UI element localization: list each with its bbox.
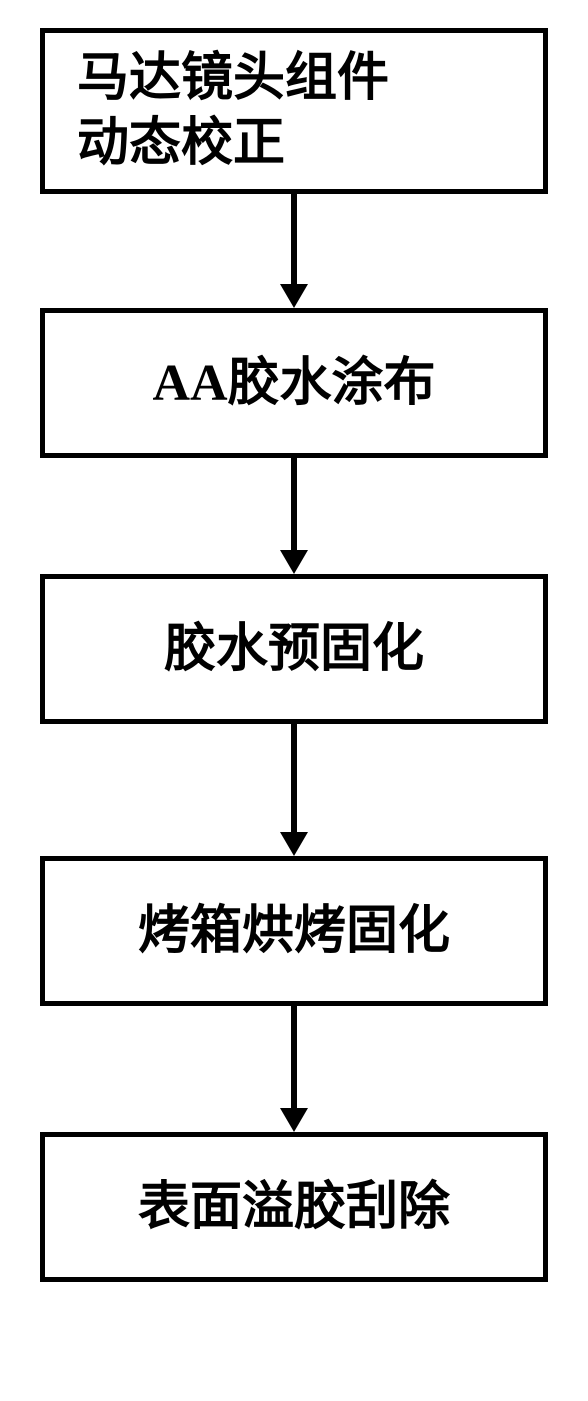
flow-node-glue-precure: 胶水预固化 [40,574,548,724]
flow-node-text: AA胶水涂布 [152,351,435,416]
flow-arrow-2-head [280,550,308,574]
flow-node-motor-lens-calibration: 马达镜头组件 动态校正 [40,28,548,194]
flow-arrow-4-shaft [291,1006,297,1110]
flow-node-surface-glue-scrape: 表面溢胶刮除 [40,1132,548,1282]
flowchart-canvas: 马达镜头组件 动态校正 AA胶水涂布 胶水预固化 烤箱烘烤固化 表面溢胶刮除 [0,0,588,1401]
flow-node-oven-bake-cure: 烤箱烘烤固化 [40,856,548,1006]
flow-node-text: 表面溢胶刮除 [138,1175,450,1240]
flow-arrow-2-shaft [291,458,297,552]
flow-arrow-4-head [280,1108,308,1132]
flow-node-aa-glue-coating: AA胶水涂布 [40,308,548,458]
flow-arrow-3-shaft [291,724,297,834]
flow-arrow-3-head [280,832,308,856]
flow-arrow-1-shaft [291,194,297,286]
flow-arrow-1-head [280,284,308,308]
flow-node-text-line2: 动态校正 [77,111,523,176]
flow-node-text-line1: 马达镜头组件 [77,46,523,111]
flow-node-text: 烤箱烘烤固化 [138,899,450,964]
flow-node-text: 胶水预固化 [164,617,424,682]
